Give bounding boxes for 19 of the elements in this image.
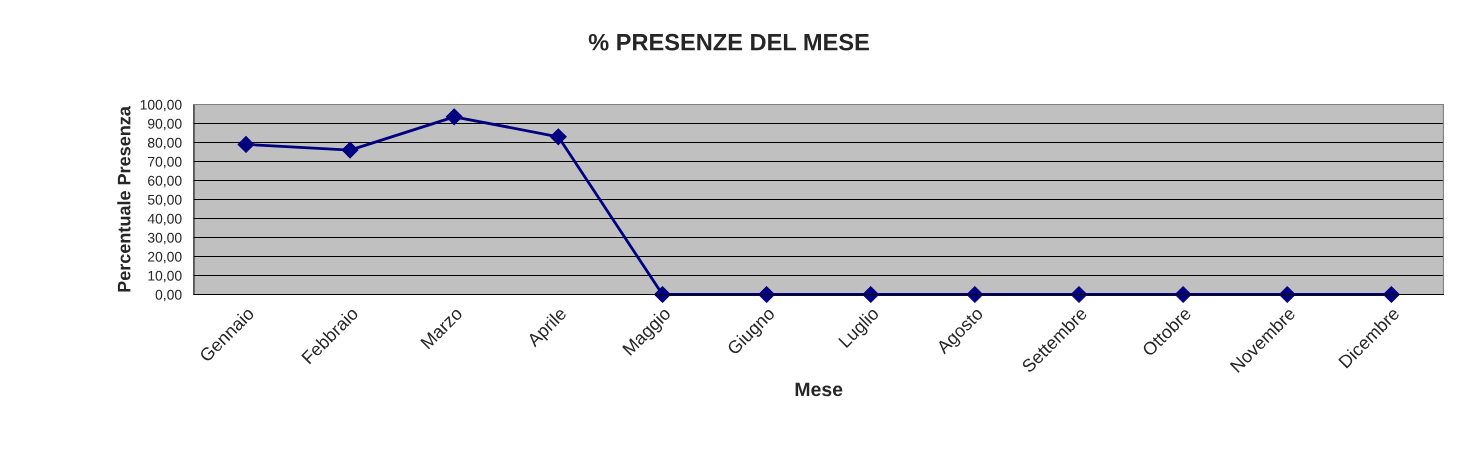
point xyxy=(237,136,255,153)
y-tick-label: 20,00 xyxy=(148,251,182,264)
y-tick-label: 60,00 xyxy=(148,175,182,188)
y-axis-title: Percentuale Presenza xyxy=(117,106,131,292)
y-tick-label: 50,00 xyxy=(147,194,182,207)
x-axis-title: Mese xyxy=(795,382,843,397)
chart-title: % PRESENZE DEL MESE xyxy=(588,33,869,51)
y-tick-label: 90,00 xyxy=(148,118,182,131)
y-tick-label: 70,00 xyxy=(148,156,182,169)
y-tick-label: 100,00 xyxy=(140,99,182,112)
y-tick-label: 40,00 xyxy=(147,213,182,226)
point xyxy=(341,141,359,159)
point xyxy=(445,108,463,126)
y-tick-label: 10,00 xyxy=(148,270,182,283)
point xyxy=(549,128,567,146)
y-tick-label: 80,00 xyxy=(147,137,182,150)
point xyxy=(1070,286,1088,303)
y-tick-label: 30,00 xyxy=(147,232,182,245)
y-tick-label: 0,00 xyxy=(155,289,182,302)
